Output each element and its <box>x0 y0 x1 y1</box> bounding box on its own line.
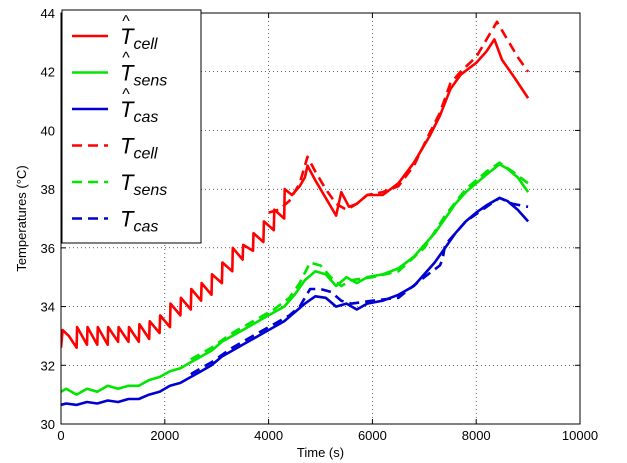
y-tick-label: 34 <box>41 300 55 315</box>
y-tick-label: 42 <box>41 65 55 80</box>
y-tick-label: 32 <box>41 358 55 373</box>
x-tick-label: 8000 <box>462 428 491 443</box>
axis-ticks: 0 2000 4000 6000 8000 10000 30 32 34 36 38 40 42 44 <box>41 6 599 443</box>
series-line-sens-measured <box>190 161 529 361</box>
x-tick-label: 2000 <box>150 428 179 443</box>
legend-hat-mark: ^ <box>122 50 130 67</box>
legend-label: Tsens <box>120 170 167 199</box>
y-tick-label: 36 <box>41 241 55 256</box>
x-axis-label: Time (s) <box>297 445 344 460</box>
x-tick-label: 6000 <box>358 428 387 443</box>
series-line-cas-measured <box>190 196 529 376</box>
legend-hat-mark: ^ <box>122 13 130 30</box>
plot-frame <box>60 12 581 425</box>
y-tick-label: 40 <box>41 123 55 138</box>
series-layer <box>61 20 530 407</box>
y-tick-label: 44 <box>41 6 55 21</box>
series-line-cell-measured <box>268 20 530 214</box>
legend-box <box>61 9 202 244</box>
x-tick-label: 10000 <box>562 428 598 443</box>
x-tick-label: 0 <box>57 428 64 443</box>
x-tick-label: 4000 <box>254 428 283 443</box>
y-tick-label: 30 <box>41 417 55 432</box>
legend-hat-mark: ^ <box>122 86 130 103</box>
y-axis-label: Temperatures (°C) <box>14 165 29 271</box>
y-tick-label: 38 <box>41 182 55 197</box>
